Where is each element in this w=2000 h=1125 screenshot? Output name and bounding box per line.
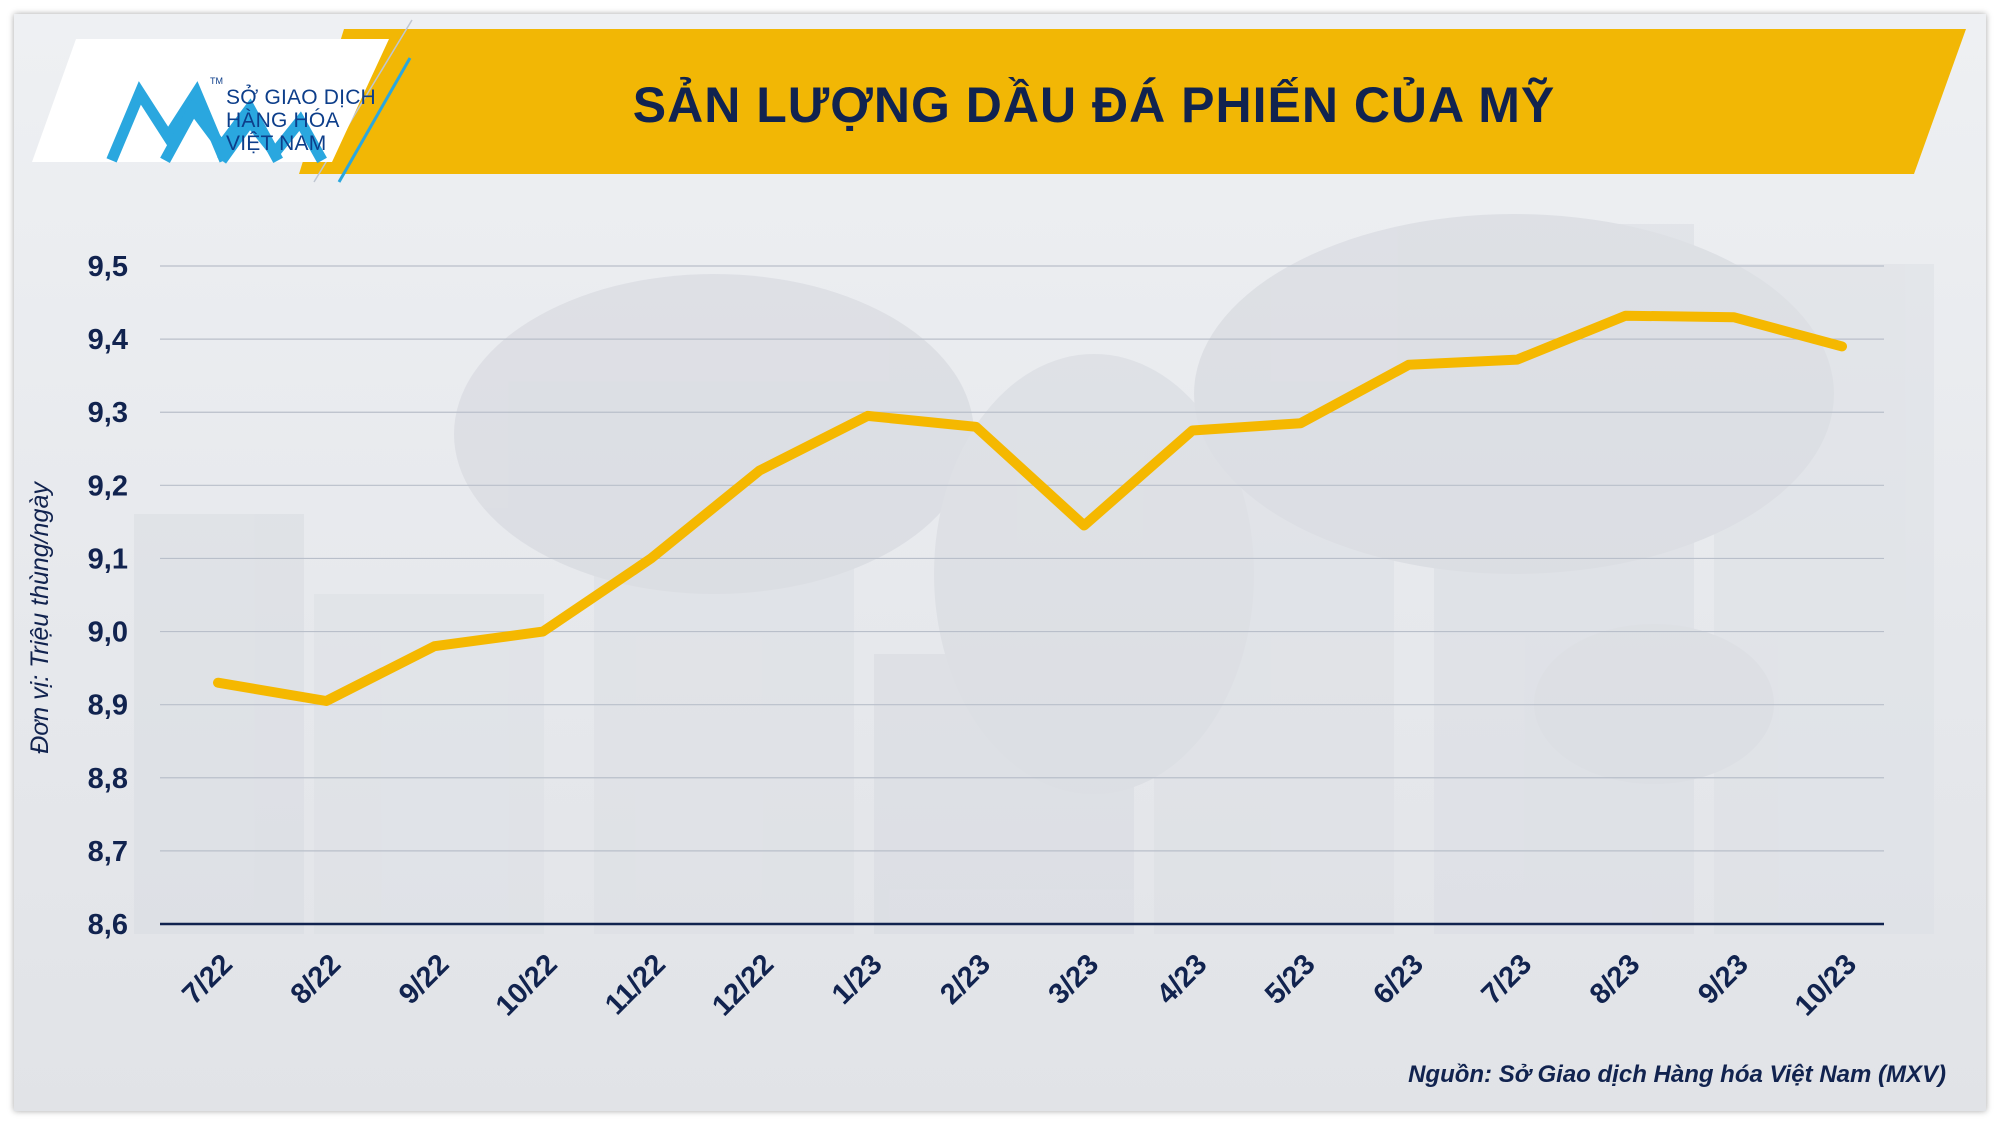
data-point — [1624, 314, 1627, 317]
data-point — [1191, 429, 1194, 432]
data-point — [974, 425, 977, 428]
data-point — [541, 630, 544, 633]
x-tick-label: 7/23 — [1476, 948, 1539, 1011]
logo-line-1: SỞ GIAO DỊCH — [226, 86, 376, 109]
gridlines — [160, 265, 1884, 926]
x-tick-label: 10/22 — [490, 948, 564, 1022]
x-tick-label: 12/22 — [706, 948, 780, 1022]
header-banner — [32, 19, 1966, 934]
data-point — [1299, 422, 1302, 425]
x-tick-label: 8/22 — [285, 948, 348, 1011]
line-chart: 8,6 8,7 8,8 8,9 9,0 9,1 9,2 9,3 9,4 9,5 7/22 8/22 9… — [26, 251, 1884, 1022]
x-tick-label: 9/22 — [393, 948, 456, 1011]
x-tick-label: 3/23 — [1043, 948, 1106, 1011]
data-point — [650, 557, 653, 560]
x-tick-label: 11/22 — [599, 948, 672, 1021]
y-tick-label: 9,0 — [88, 617, 128, 649]
y-tick-label: 8,6 — [88, 909, 128, 941]
series-line — [213, 310, 1847, 706]
y-tick-label: 9,5 — [88, 251, 128, 283]
logo-trademark: TM — [210, 76, 223, 86]
background-decoration — [134, 214, 1934, 934]
series-production — [213, 310, 1847, 706]
data-point — [1516, 358, 1519, 361]
y-axis-ticks: 8,6 8,7 8,8 8,9 9,0 9,1 9,2 9,3 9,4 9,5 — [88, 251, 128, 941]
y-tick-label: 8,7 — [88, 836, 128, 868]
y-tick-label: 8,8 — [88, 763, 128, 795]
data-point — [866, 414, 869, 417]
logo-icon — [106, 81, 327, 164]
y-tick-label: 9,1 — [88, 543, 128, 575]
data-point — [1083, 524, 1086, 527]
data-point — [758, 469, 761, 472]
y-tick-label: 9,4 — [88, 324, 128, 356]
x-tick-label: 8/23 — [1584, 948, 1647, 1011]
data-point — [325, 700, 328, 703]
data-point — [1841, 345, 1843, 348]
x-tick-label: 2/23 — [934, 948, 997, 1011]
logo-wordmark: SỞ GIAO DỊCH HÀNG HÓA VIỆT NAM — [226, 86, 376, 155]
data-point — [1732, 316, 1735, 319]
y-tick-label: 9,3 — [88, 397, 128, 429]
x-tick-label: 4/23 — [1151, 948, 1214, 1011]
x-tick-label: 9/23 — [1692, 948, 1755, 1011]
x-tick-label: 5/23 — [1259, 948, 1322, 1011]
x-tick-label: 6/23 — [1367, 948, 1430, 1011]
chart-frame: SỞ GIAO DỊCH HÀNG HÓA VIỆT NAM TM SẢN LƯ… — [14, 14, 1986, 1111]
x-tick-label: 7/22 — [176, 948, 239, 1011]
y-tick-label: 8,9 — [88, 690, 128, 722]
x-tick-label: 1/23 — [826, 948, 889, 1011]
logo-line-2: HÀNG HÓA — [226, 109, 340, 132]
chart-title: SẢN LƯỢNG DẦU ĐÁ PHIẾN CỦA MỸ — [632, 77, 1556, 133]
x-axis-ticks: 7/22 8/22 9/22 10/22 11/22 12/22 1/23 2/23 3/23 4… — [176, 948, 1863, 1022]
data-point — [1407, 363, 1410, 366]
data-point — [217, 681, 219, 684]
y-tick-label: 9,2 — [88, 470, 128, 502]
data-point — [433, 645, 436, 648]
logo-line-3: VIỆT NAM — [226, 132, 327, 155]
y-axis-label: Đơn vị: Triệu thùng/ngày — [26, 481, 54, 754]
x-tick-label: 10/23 — [1789, 948, 1863, 1022]
source-note: Nguồn: Sở Giao dịch Hàng hóa Việt Nam (M… — [1408, 1061, 1946, 1088]
